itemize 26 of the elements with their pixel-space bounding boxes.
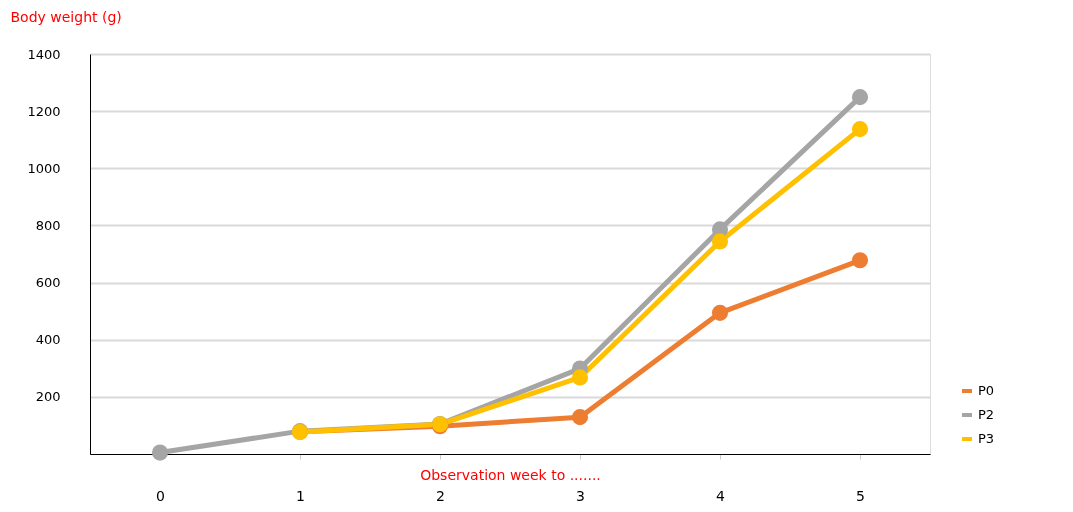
point [151, 444, 169, 461]
point [851, 89, 869, 106]
y-axis-title: Body weight (g) [10, 8, 122, 25]
y-tick-label: 800 [35, 217, 61, 233]
legend-label: P2 [978, 407, 995, 422]
point [711, 233, 729, 250]
y-tick-label: 200 [35, 389, 61, 405]
y-tick-label: 1000 [27, 160, 61, 176]
x-tick-label: 0 [156, 487, 165, 504]
point [571, 409, 589, 426]
x-tick-label: 1 [296, 487, 305, 504]
x-axis-title: Observation week to ....... [420, 466, 601, 483]
legend-label: P0 [978, 383, 995, 398]
y-tick-label: 1200 [27, 103, 61, 119]
point [571, 369, 589, 386]
legend-label: P3 [978, 431, 995, 446]
y-tick-label: 400 [35, 332, 61, 348]
y-tick-label: 1400 [27, 46, 61, 62]
x-tick-label: 2 [436, 487, 445, 504]
x-tick-label: 3 [576, 487, 585, 504]
point [851, 252, 869, 269]
x-tick-label: 5 [856, 487, 865, 504]
x-tick-label: 4 [716, 487, 726, 504]
y-tick-label: 600 [35, 275, 61, 291]
point [711, 304, 729, 321]
point [851, 121, 869, 138]
